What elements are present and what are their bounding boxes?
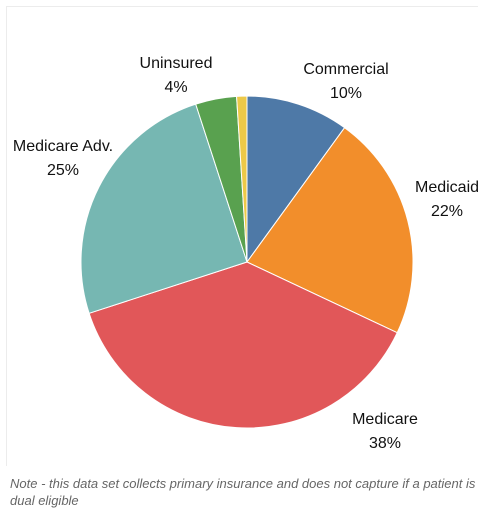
slice-value-label: 25% (47, 162, 79, 179)
slice-value-label: 22% (431, 203, 463, 220)
pie-slice-commercial (246, 95, 346, 264)
footnote: Note - this data set collects primary in… (10, 476, 476, 508)
pie-slices (80, 95, 414, 429)
slice-value-label: 38% (369, 435, 401, 452)
slice-value-label: 10% (330, 85, 362, 102)
slice-name-label: Medicare (352, 411, 418, 428)
pie-slice-medicare-adv (80, 103, 248, 314)
slice-value-label: 4% (164, 79, 187, 96)
pie-chart: Commercial 10% Medicaid 22% Medicare 38% Medic… (13, 55, 478, 452)
pie-slice-medicare (88, 261, 398, 429)
pie-labels: Commercial 10% Medicaid 22% Medicare 38% Medic… (13, 55, 478, 452)
slice-name-label: Medicare Adv. (13, 138, 113, 155)
slice-name-label: Commercial (303, 61, 388, 78)
pie-slice-other (236, 95, 248, 263)
slice-name-label: Medicaid (415, 179, 478, 196)
slice-name-label: Uninsured (140, 55, 213, 72)
